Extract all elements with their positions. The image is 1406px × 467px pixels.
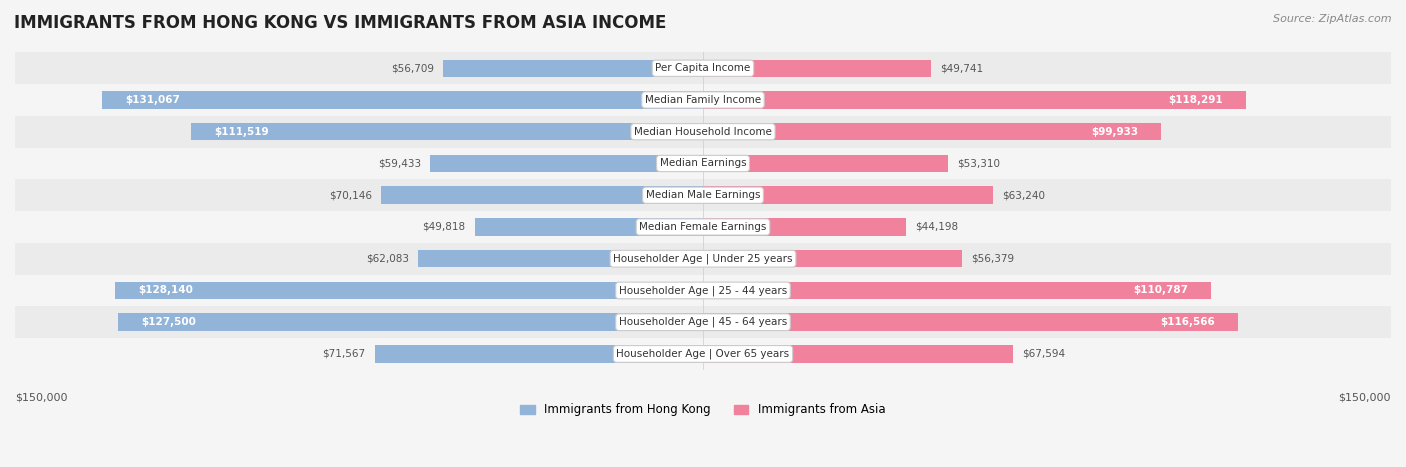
Bar	[115, 282, 703, 299]
Text: $70,146: $70,146	[329, 190, 373, 200]
Bar	[703, 313, 1237, 331]
Bar	[118, 313, 703, 331]
Text: $150,000: $150,000	[1339, 392, 1391, 402]
Text: $71,567: $71,567	[322, 349, 366, 359]
Text: Median Household Income: Median Household Income	[634, 127, 772, 137]
Text: $111,519: $111,519	[215, 127, 269, 137]
Text: $56,709: $56,709	[391, 63, 433, 73]
Bar	[15, 116, 1391, 148]
Text: $53,310: $53,310	[956, 158, 1000, 169]
Bar	[474, 218, 703, 236]
Text: $110,787: $110,787	[1133, 285, 1188, 296]
Text: $118,291: $118,291	[1168, 95, 1223, 105]
Text: Per Capita Income: Per Capita Income	[655, 63, 751, 73]
Bar	[418, 250, 703, 268]
Text: $49,741: $49,741	[941, 63, 983, 73]
Text: $49,818: $49,818	[422, 222, 465, 232]
Text: Householder Age | 45 - 64 years: Householder Age | 45 - 64 years	[619, 317, 787, 327]
Text: $44,198: $44,198	[915, 222, 957, 232]
Text: Median Male Earnings: Median Male Earnings	[645, 190, 761, 200]
Text: Median Earnings: Median Earnings	[659, 158, 747, 169]
Text: $116,566: $116,566	[1160, 317, 1215, 327]
Bar	[703, 186, 993, 204]
Bar	[15, 306, 1391, 338]
Text: $99,933: $99,933	[1091, 127, 1139, 137]
Bar	[15, 211, 1391, 243]
Bar	[381, 186, 703, 204]
Bar	[703, 218, 905, 236]
Text: $67,594: $67,594	[1022, 349, 1066, 359]
Bar	[15, 243, 1391, 275]
Bar	[703, 91, 1246, 109]
Text: Householder Age | Over 65 years: Householder Age | Over 65 years	[616, 349, 790, 359]
Text: $59,433: $59,433	[378, 158, 422, 169]
Text: $63,240: $63,240	[1002, 190, 1045, 200]
Bar	[430, 155, 703, 172]
Bar	[443, 59, 703, 77]
Bar	[375, 345, 703, 363]
Bar	[703, 282, 1211, 299]
Bar	[15, 275, 1391, 306]
Bar	[101, 91, 703, 109]
Bar	[703, 155, 948, 172]
Text: $62,083: $62,083	[366, 254, 409, 264]
Text: $56,379: $56,379	[970, 254, 1014, 264]
Text: $131,067: $131,067	[125, 95, 180, 105]
Bar	[703, 345, 1014, 363]
Text: $150,000: $150,000	[15, 392, 67, 402]
Bar	[191, 123, 703, 141]
Text: Householder Age | Under 25 years: Householder Age | Under 25 years	[613, 254, 793, 264]
Bar	[703, 59, 931, 77]
Legend: Immigrants from Hong Kong, Immigrants from Asia: Immigrants from Hong Kong, Immigrants fr…	[516, 399, 890, 421]
Bar	[15, 179, 1391, 211]
Text: Householder Age | 25 - 44 years: Householder Age | 25 - 44 years	[619, 285, 787, 296]
Bar	[15, 52, 1391, 84]
Text: Median Female Earnings: Median Female Earnings	[640, 222, 766, 232]
Bar	[15, 84, 1391, 116]
Text: Source: ZipAtlas.com: Source: ZipAtlas.com	[1274, 14, 1392, 24]
Bar	[703, 123, 1161, 141]
Text: IMMIGRANTS FROM HONG KONG VS IMMIGRANTS FROM ASIA INCOME: IMMIGRANTS FROM HONG KONG VS IMMIGRANTS …	[14, 14, 666, 32]
Bar	[703, 250, 962, 268]
Bar	[15, 338, 1391, 370]
Text: Median Family Income: Median Family Income	[645, 95, 761, 105]
Text: $127,500: $127,500	[141, 317, 195, 327]
Bar	[15, 148, 1391, 179]
Text: $128,140: $128,140	[138, 285, 193, 296]
